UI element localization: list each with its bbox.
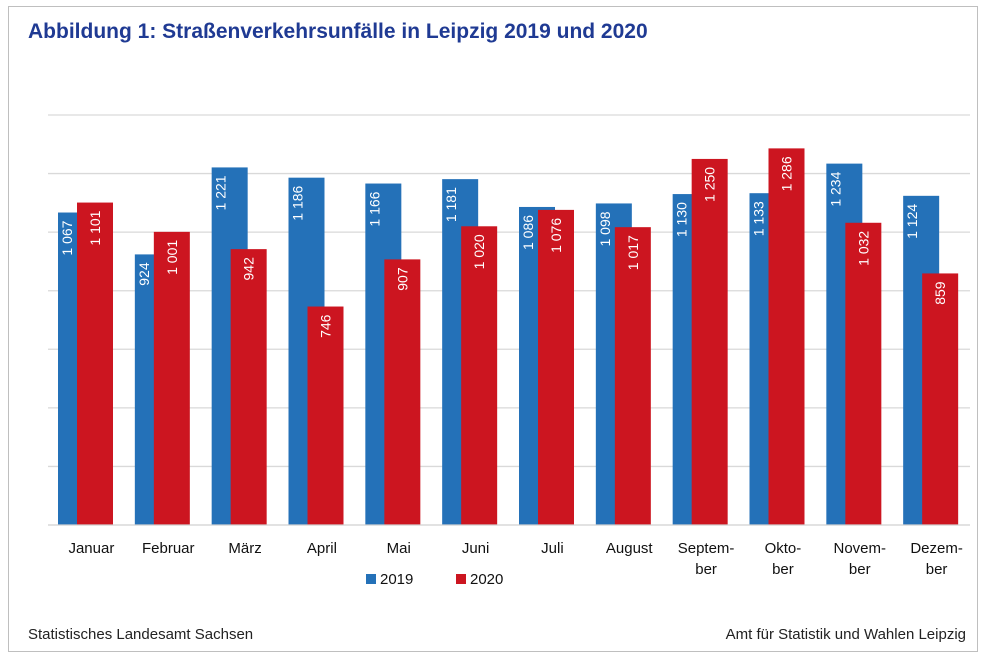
data-label: 1 133 bbox=[751, 201, 767, 236]
data-label: 1 166 bbox=[366, 191, 382, 226]
category-label: Dezem-ber bbox=[910, 540, 963, 578]
data-label: 1 017 bbox=[625, 235, 641, 270]
data-label: 1 286 bbox=[779, 156, 795, 191]
category-label: Juni bbox=[462, 540, 490, 557]
data-label: 1 124 bbox=[904, 204, 920, 239]
category-label: Juli bbox=[541, 540, 564, 557]
bar-2020 bbox=[845, 222, 882, 525]
chart-frame bbox=[8, 6, 978, 652]
data-label: 1 130 bbox=[674, 202, 690, 237]
category-label: März bbox=[228, 540, 261, 557]
data-label: 1 234 bbox=[827, 171, 843, 206]
bar-2020 bbox=[307, 306, 344, 525]
data-label: 859 bbox=[932, 281, 948, 305]
bar-2020 bbox=[153, 231, 190, 525]
data-label: 1 250 bbox=[702, 167, 718, 202]
bar-2020 bbox=[922, 273, 959, 525]
bar-2020 bbox=[461, 226, 498, 526]
data-label: 1 086 bbox=[520, 215, 536, 250]
category-label: April bbox=[307, 540, 337, 557]
legend-swatch-2020 bbox=[456, 574, 466, 584]
bar-2020 bbox=[77, 202, 113, 526]
data-label: 1 181 bbox=[443, 187, 459, 222]
bar-2020 bbox=[768, 148, 805, 525]
data-label: 942 bbox=[241, 257, 257, 281]
data-label: 1 020 bbox=[471, 234, 487, 269]
category-label: Okto-ber bbox=[765, 540, 802, 578]
legend-swatch-2019 bbox=[366, 574, 376, 584]
category-label: Februar bbox=[142, 540, 195, 557]
category-label: Mai bbox=[387, 540, 411, 557]
source-right: Amt für Statistik und Wahlen Leipzig bbox=[725, 626, 966, 643]
data-label: 1 001 bbox=[164, 240, 180, 275]
data-label: 1 186 bbox=[290, 185, 306, 220]
chart-title: Abbildung 1: Straßenverkehrsunfälle in L… bbox=[28, 20, 648, 43]
data-label: 1 067 bbox=[59, 220, 75, 255]
category-label: Septem-ber bbox=[678, 540, 735, 578]
data-label: 1 076 bbox=[548, 218, 564, 253]
category-label: Novem-ber bbox=[833, 540, 886, 578]
data-label: 746 bbox=[318, 314, 334, 338]
data-label: 907 bbox=[394, 267, 410, 291]
category-label: Januar bbox=[68, 540, 114, 557]
category-label: August bbox=[606, 540, 654, 557]
data-label: 924 bbox=[136, 262, 152, 286]
data-label: 1 221 bbox=[213, 175, 229, 210]
bar-2020 bbox=[384, 259, 421, 525]
legend-label: 2019 bbox=[380, 571, 413, 588]
bar-2020 bbox=[614, 227, 651, 525]
bar-2020 bbox=[230, 249, 267, 525]
bar-2020 bbox=[691, 158, 728, 525]
legend-label: 2020 bbox=[470, 571, 503, 588]
data-label: 1 101 bbox=[87, 210, 103, 245]
data-label: 1 098 bbox=[597, 211, 613, 246]
data-label: 1 032 bbox=[855, 231, 871, 266]
bar-2020 bbox=[538, 209, 574, 525]
source-left: Statistisches Landesamt Sachsen bbox=[28, 626, 254, 643]
